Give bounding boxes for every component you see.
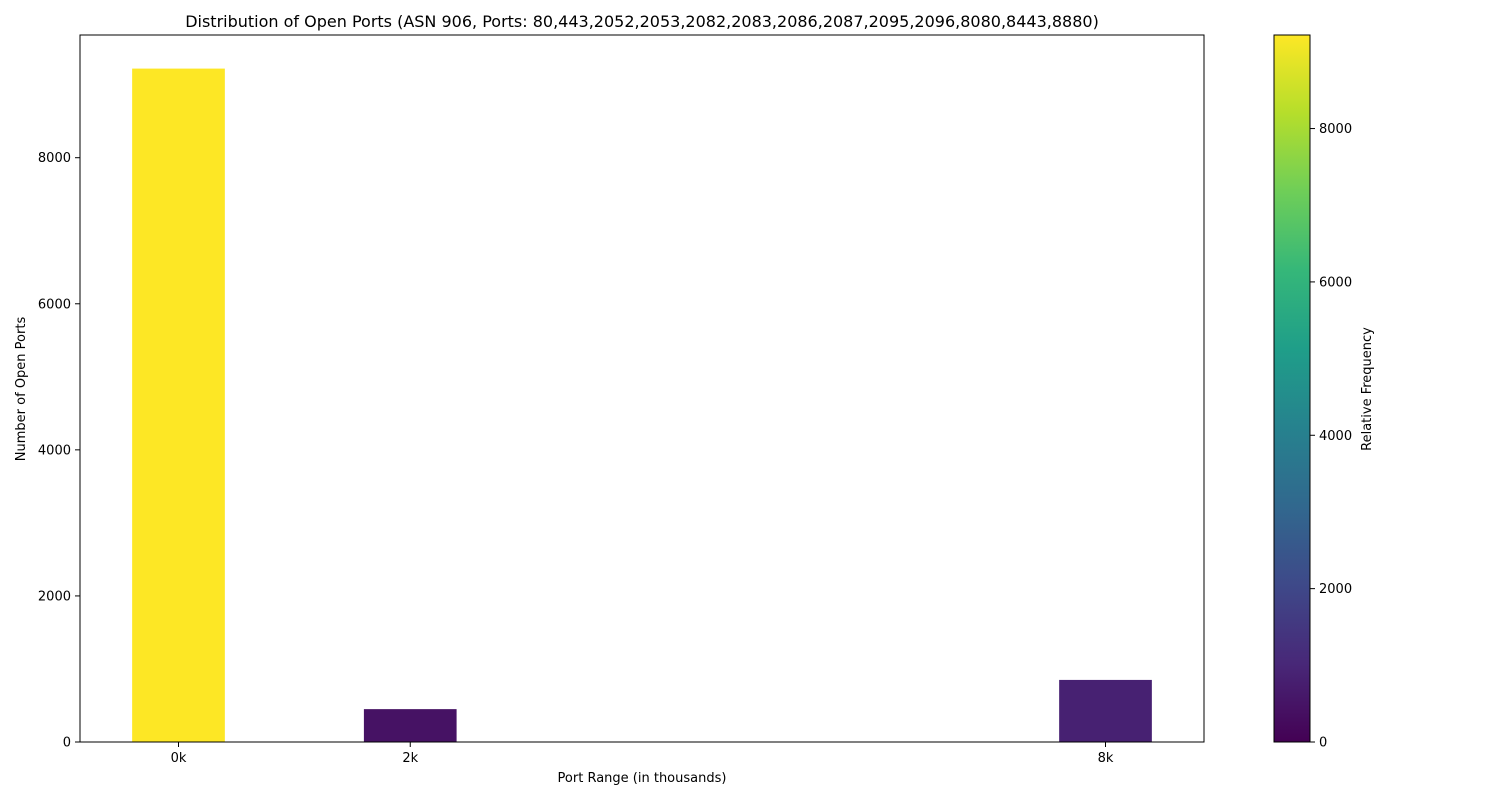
x-axis-ticks: 0k 2k 8k (171, 742, 1114, 766)
y-tick-label: 6000 (38, 297, 71, 312)
colorbar (1273, 34, 1311, 743)
colorbar-tick-label: 8000 (1319, 122, 1352, 137)
plot-frame (79, 34, 1205, 743)
y-axis-label: Number of Open Ports (14, 317, 29, 462)
x-tick-label: 8k (1098, 751, 1114, 766)
colorbar-label: Relative Frequency (1360, 327, 1375, 451)
y-tick-label: 4000 (38, 443, 71, 458)
bar-8k (1059, 679, 1152, 742)
x-tick-label: 2k (402, 751, 418, 766)
bar-2k (363, 709, 457, 742)
colorbar-tick-label: 2000 (1319, 582, 1352, 597)
x-axis-label: Port Range (in thousands) (558, 771, 727, 786)
bar-0k (132, 68, 225, 742)
y-tick-label: 0 (63, 736, 71, 751)
x-tick-label: 0k (171, 751, 187, 766)
y-axis-ticks: 0 2000 4000 6000 8000 (38, 151, 80, 751)
bars-group (132, 68, 1152, 742)
colorbar-tick-label: 6000 (1319, 275, 1352, 290)
y-tick-label: 2000 (38, 589, 71, 604)
colorbar-tick-label: 4000 (1319, 429, 1352, 444)
colorbar-ticks: 0 2000 4000 6000 8000 (1310, 122, 1352, 751)
y-tick-label: 8000 (38, 151, 71, 166)
colorbar-tick-label: 0 (1319, 736, 1327, 751)
chart-title: Distribution of Open Ports (ASN 906, Por… (185, 12, 1099, 31)
